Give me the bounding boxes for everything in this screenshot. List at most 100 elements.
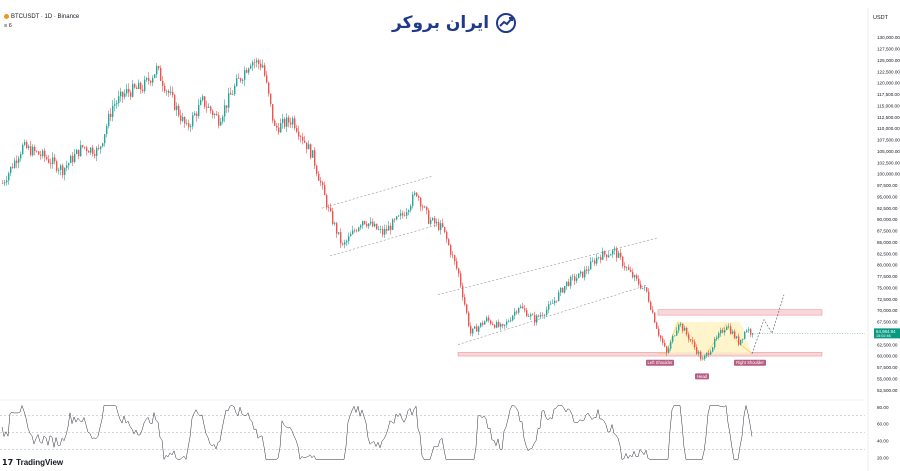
candle-body — [662, 338, 664, 343]
candle-body — [12, 166, 14, 168]
candle-body — [624, 265, 626, 268]
candle-body — [570, 276, 572, 286]
price-tick-label: 125,000.00 — [877, 58, 900, 63]
brand-label: TradingView — [16, 458, 64, 467]
candle-body — [482, 322, 484, 325]
candle-body — [90, 147, 92, 153]
candle-body — [728, 326, 730, 328]
left-shoulder-label-bg — [646, 359, 674, 366]
currency-label[interactable]: USDT — [873, 15, 888, 21]
candle-body — [102, 143, 104, 147]
candle-body — [108, 113, 110, 127]
candle-body — [60, 165, 62, 170]
candle-body — [564, 286, 566, 293]
candle-body — [672, 335, 674, 342]
candle-body — [176, 105, 178, 110]
candle-body — [612, 250, 614, 255]
candle-body — [356, 230, 358, 232]
candle-body — [172, 91, 174, 96]
price-tick-label: 70,000.00 — [877, 308, 898, 313]
candle-body — [154, 74, 156, 78]
candle-body — [702, 358, 704, 360]
candle-body — [732, 331, 734, 334]
candle-body — [46, 157, 48, 160]
candle-body — [298, 131, 300, 137]
candle-body — [30, 146, 32, 156]
candle-body — [504, 324, 506, 326]
candle-body — [180, 115, 182, 121]
candle-body — [16, 160, 18, 163]
price-tick-label: 122,500.00 — [877, 69, 900, 74]
candle-body — [682, 323, 684, 331]
indicators-line[interactable]: ≡ 6 — [4, 23, 12, 29]
candle-body — [218, 115, 220, 126]
candle-body — [548, 304, 550, 310]
candle-body — [436, 222, 438, 224]
price-tick-label: 77,500.00 — [877, 274, 898, 279]
candle-body — [536, 315, 538, 323]
candle-body — [84, 146, 86, 148]
channel-upper-1 — [321, 176, 433, 209]
candle-body — [598, 257, 600, 258]
tradingview-brand[interactable]: 17 TradingView — [2, 458, 63, 467]
candle-body — [256, 60, 258, 63]
candle-body — [202, 96, 204, 101]
candle-body — [694, 341, 696, 348]
candle-body — [562, 288, 564, 293]
candle-body — [280, 123, 282, 133]
candle-body — [404, 215, 406, 216]
candle-body — [82, 145, 84, 147]
candle-body — [324, 185, 326, 196]
candle-body — [458, 268, 460, 274]
candle-body — [380, 229, 382, 230]
candle-body — [134, 84, 136, 88]
candle-body — [64, 167, 66, 175]
candle-body — [400, 213, 402, 216]
candle-body — [726, 327, 728, 331]
projection-path — [751, 294, 785, 354]
candle-body — [304, 140, 306, 143]
candle-body — [240, 78, 242, 81]
candle-body — [586, 269, 588, 271]
candle-body — [568, 281, 570, 286]
candle-body — [278, 127, 280, 133]
candle-body — [630, 269, 632, 272]
candle-body — [222, 116, 224, 122]
candle-body — [162, 80, 164, 87]
candle-body — [276, 125, 278, 128]
candle-body — [426, 206, 428, 211]
candle-body — [508, 321, 510, 322]
candle-body — [692, 340, 694, 342]
candle-body — [402, 213, 404, 216]
candle-body — [534, 315, 536, 323]
candle-body — [148, 78, 150, 81]
candle-body — [318, 173, 320, 181]
candle-body — [456, 261, 458, 269]
symbol-header[interactable]: BTCUSDT · 1D · Binance — [4, 14, 79, 20]
candle-body — [666, 346, 668, 353]
candle-body — [360, 225, 362, 228]
candle-body — [600, 257, 602, 260]
candle-body — [376, 223, 378, 230]
candle-body — [478, 326, 480, 332]
candle-body — [634, 275, 636, 278]
candle-body — [302, 137, 304, 141]
price-tick-label: 110,000.00 — [877, 126, 900, 131]
candle-body — [646, 287, 648, 292]
candle-body — [648, 291, 650, 302]
candle-body — [738, 336, 740, 345]
candle-body — [186, 123, 188, 124]
candle-body — [232, 94, 234, 95]
candle-body — [344, 242, 346, 245]
candle-body — [66, 165, 68, 168]
candle-body — [80, 145, 82, 157]
candle-body — [604, 251, 606, 255]
candle-body — [166, 90, 168, 92]
right-shoulder-label-bg — [734, 359, 766, 366]
candle-body — [216, 114, 218, 116]
candle-body — [24, 142, 26, 145]
candle-body — [210, 106, 212, 111]
candle-body — [338, 232, 340, 234]
candle-body — [192, 115, 194, 127]
candle-body — [170, 91, 172, 93]
